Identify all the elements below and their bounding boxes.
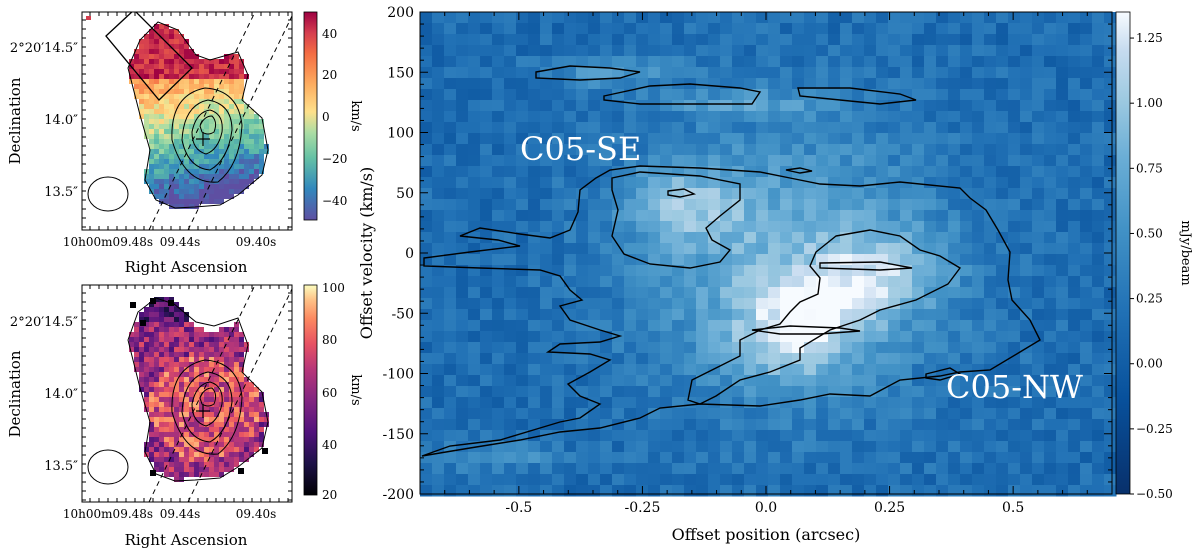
pv-heatmap-pixels xyxy=(420,12,1117,497)
pv-annotation-se: C05-SE xyxy=(520,130,641,168)
dispersion-map-xtick-1: 10h00m09.48s xyxy=(63,507,153,521)
pv-colorbar-tick: 0.50 xyxy=(1136,226,1163,240)
velocity-map-xlabel: Right Ascension xyxy=(125,258,248,276)
beam-ellipse xyxy=(87,176,129,212)
pv-ylabel: Offset velocity (km/s) xyxy=(357,167,376,340)
velocity-map-ytick-3: 13.5″ xyxy=(44,185,78,200)
velocity-map-overlays xyxy=(87,12,292,230)
dispersion-map-overlays xyxy=(87,285,292,502)
pv-colorbar-tick: 1.25 xyxy=(1136,31,1163,45)
dispersion-colorbar-tick-1: 100 xyxy=(322,281,345,295)
velocity-colorbar-tick-4: −20 xyxy=(322,152,347,166)
velocity-map-panel: 2°20′14.5″ 14.0″ 13.5″ 10h00m09.48s 09.4… xyxy=(6,11,363,276)
velocity-map-frame xyxy=(81,11,293,231)
pv-ytick-label: 0 xyxy=(405,246,414,262)
pv-ytick-label: -100 xyxy=(383,367,414,383)
dispersion-map-ylabel: Declination xyxy=(6,350,24,437)
velocity-colorbar-tick-5: −40 xyxy=(322,194,347,208)
dispersion-colorbar-label: km/s xyxy=(348,374,363,405)
dispersion-colorbar-tick-3: 60 xyxy=(322,386,337,400)
velocity-map-ylabel: Declination xyxy=(6,77,24,164)
velocity-map-xtick-1: 10h00m09.48s xyxy=(63,235,153,249)
pv-xtick-label: -0.25 xyxy=(624,500,660,516)
dispersion-colorbar-tick-2: 80 xyxy=(322,333,337,347)
dispersion-colorbar xyxy=(303,284,318,496)
pv-colorbar-label: mJy/beam xyxy=(1178,220,1193,285)
source-outline xyxy=(127,297,269,482)
pv-diagram-panel: C05-SE C05-NW -0.5 -0.25 0.0 0.25 0.5 200 150 1… xyxy=(357,5,1193,544)
pv-ytick-label: -150 xyxy=(383,427,414,443)
source-outline xyxy=(127,21,269,209)
dispersion-map-xtick-2: 09.44s xyxy=(160,507,201,521)
beam-ellipse xyxy=(87,449,129,485)
pv-colorbar xyxy=(1115,11,1131,495)
velocity-colorbar-tick-3: 0 xyxy=(322,110,330,124)
pv-contours xyxy=(421,65,1041,457)
dispersion-map-ytick-2: 14.0″ xyxy=(44,387,78,402)
pv-ytick-label: -200 xyxy=(383,487,414,503)
pv-colorbar-tick: 0.25 xyxy=(1136,292,1163,306)
pv-colorbar-tick: −0.25 xyxy=(1136,422,1173,436)
pv-ytick-label: 100 xyxy=(387,126,414,142)
velocity-colorbar-label: km/s xyxy=(348,100,363,131)
pv-xlabel: Offset position (arcsec) xyxy=(672,525,861,544)
velocity-colorbar xyxy=(303,11,318,221)
dispersion-map-xtick-3: 09.40s xyxy=(236,507,277,521)
dispersion-map-frame xyxy=(81,284,293,503)
pv-colorbar-tick: −0.50 xyxy=(1136,487,1173,501)
pv-xtick-label: 0.25 xyxy=(874,500,905,516)
velocity-colorbar-tick-2: 20 xyxy=(322,68,337,82)
dispersion-map-xlabel: Right Ascension xyxy=(125,531,248,549)
dispersion-map-panel: 2°20′14.5″ 14.0″ 13.5″ 10h00m09.48s 09.4… xyxy=(6,281,363,549)
pv-xtick-label: 0.0 xyxy=(755,500,777,516)
pv-xtick-label: 0.5 xyxy=(1002,500,1024,516)
pv-colorbar-tick: 0.00 xyxy=(1136,357,1163,371)
pv-annotation-nw: C05-NW xyxy=(946,368,1083,406)
pv-ytick-label: 150 xyxy=(387,65,414,81)
pv-colorbar-tick: 0.75 xyxy=(1136,161,1163,175)
dispersion-map-ytick-1: 2°20′14.5″ xyxy=(10,315,78,330)
velocity-map-xtick-2: 09.44s xyxy=(160,235,201,249)
pv-xtick-label: -0.5 xyxy=(505,500,532,516)
pv-ytick-label: 50 xyxy=(396,186,414,202)
region-box xyxy=(105,12,193,101)
pv-colorbar-tick: 1.00 xyxy=(1136,96,1163,110)
dispersion-colorbar-tick-4: 40 xyxy=(322,438,337,452)
velocity-map-ytick-2: 14.0″ xyxy=(44,113,78,128)
velocity-colorbar-tick-1: 40 xyxy=(322,27,337,41)
pv-ytick-label: 200 xyxy=(387,5,414,21)
pv-ytick-label: -50 xyxy=(391,306,414,322)
dispersion-colorbar-tick-5: 20 xyxy=(322,488,337,502)
velocity-map-xtick-3: 09.40s xyxy=(236,235,277,249)
dispersion-map-ytick-3: 13.5″ xyxy=(44,459,78,474)
velocity-map-ytick-1: 2°20′14.5″ xyxy=(10,41,78,56)
